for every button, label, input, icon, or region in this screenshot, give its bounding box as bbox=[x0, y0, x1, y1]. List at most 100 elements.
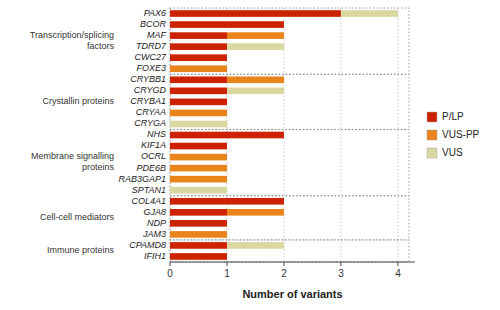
bar-segment bbox=[170, 209, 227, 216]
bar-segment bbox=[170, 143, 227, 150]
bar-segment bbox=[283, 132, 284, 139]
legend-swatch bbox=[427, 130, 437, 140]
category-label: CRYAA bbox=[136, 107, 166, 117]
bar-segment bbox=[170, 242, 227, 249]
x-tick-label: 2 bbox=[281, 268, 287, 279]
category-label: OCRL bbox=[141, 151, 166, 161]
bar-segment bbox=[226, 154, 227, 161]
group-box bbox=[170, 240, 409, 262]
bar-segment bbox=[226, 99, 227, 106]
category-label: PAX6 bbox=[144, 8, 166, 18]
x-tick-label: 4 bbox=[395, 268, 401, 279]
bar-segment bbox=[226, 110, 227, 117]
x-tick bbox=[283, 262, 284, 266]
legend-swatch bbox=[427, 112, 437, 122]
category-label: COL4A1 bbox=[131, 196, 166, 206]
bar-segment bbox=[170, 231, 227, 238]
bar-segment bbox=[341, 10, 398, 17]
x-axis-line bbox=[170, 262, 415, 263]
category-label: GJA8 bbox=[143, 207, 166, 217]
x-tick bbox=[397, 262, 398, 266]
bar-segment bbox=[226, 99, 227, 106]
bar-segment bbox=[227, 32, 284, 39]
bar-segment bbox=[226, 231, 227, 238]
category-label: BCOR bbox=[140, 19, 167, 29]
x-tick-label: 0 bbox=[167, 268, 173, 279]
legend-label: VUS-PP bbox=[442, 129, 480, 140]
bar-segment bbox=[170, 220, 227, 227]
category-label: KIF1A bbox=[141, 140, 166, 150]
legend-label: VUS bbox=[442, 147, 463, 158]
bars bbox=[170, 10, 398, 260]
category-label: CWC27 bbox=[134, 52, 166, 62]
category-label: CRYGD bbox=[134, 85, 167, 95]
category-label: CRYBA1 bbox=[130, 96, 166, 106]
category-label: CPAMD8 bbox=[129, 240, 166, 250]
bar-segment bbox=[283, 76, 284, 83]
bar-segment bbox=[226, 165, 227, 172]
group-label: Membrane signallingproteins bbox=[31, 151, 115, 172]
bar-segment bbox=[227, 242, 284, 249]
group-box bbox=[170, 74, 409, 129]
bar-segment bbox=[170, 76, 227, 83]
group-label: Cell-cell mediators bbox=[40, 212, 115, 222]
bar-segment bbox=[170, 10, 341, 17]
group-label: Crystallin proteins bbox=[42, 96, 114, 106]
bar-segment bbox=[226, 253, 227, 260]
category-label: CRYGA bbox=[134, 118, 166, 128]
legend-swatch bbox=[427, 148, 437, 158]
group-box bbox=[170, 8, 409, 74]
bar-segment bbox=[226, 65, 227, 72]
group-box bbox=[170, 129, 409, 195]
bar-segment bbox=[227, 209, 284, 216]
bar-segment bbox=[170, 121, 227, 128]
bar-segment bbox=[227, 88, 284, 95]
bar-segment bbox=[170, 110, 227, 117]
bar-segment bbox=[226, 54, 227, 61]
category-label: JAM3 bbox=[142, 229, 166, 239]
bar-segment bbox=[226, 253, 227, 260]
bar-segment bbox=[226, 220, 227, 227]
x-tick bbox=[340, 262, 341, 266]
bar-segment bbox=[170, 176, 227, 183]
bar-segment bbox=[227, 43, 284, 50]
bar-segment bbox=[226, 220, 227, 227]
grid-line bbox=[340, 8, 341, 262]
bar-segment bbox=[227, 76, 284, 83]
category-label: RAB3GAP1 bbox=[118, 174, 166, 184]
legend-label: P/LP bbox=[442, 111, 464, 122]
category-label: PDE6B bbox=[136, 163, 166, 173]
bar-segment bbox=[226, 143, 227, 150]
bar-segment bbox=[283, 198, 284, 205]
category-label: TDRD7 bbox=[136, 41, 167, 51]
bar-segment bbox=[170, 165, 227, 172]
bar-segment bbox=[170, 187, 227, 194]
bar-segment bbox=[283, 198, 284, 205]
category-label: CRYBB1 bbox=[130, 74, 166, 84]
bar-segment bbox=[226, 54, 227, 61]
bar-segment bbox=[283, 209, 284, 216]
bar-segment bbox=[170, 54, 227, 61]
bar-segment bbox=[170, 32, 227, 39]
bar-segment bbox=[170, 253, 227, 260]
chart: Transcription/splicingfactorsCrystallin … bbox=[0, 0, 500, 310]
x-axis-label: Number of variants bbox=[242, 288, 342, 300]
grid-line bbox=[397, 8, 398, 262]
x-tick bbox=[226, 262, 227, 266]
bar-segment bbox=[226, 143, 227, 150]
bar-segment bbox=[170, 154, 227, 161]
bar-segment bbox=[170, 21, 284, 28]
bar-segment bbox=[170, 198, 284, 205]
bar-segment bbox=[283, 21, 284, 28]
category-label: MAF bbox=[147, 30, 167, 40]
x-tick-label: 1 bbox=[224, 268, 230, 279]
category-label: SPTAN1 bbox=[132, 185, 166, 195]
group-box bbox=[170, 196, 409, 240]
bar-segment bbox=[170, 43, 227, 50]
category-label: NDP bbox=[147, 218, 166, 228]
bar-segment bbox=[170, 99, 227, 106]
category-label: FOXE3 bbox=[136, 63, 166, 73]
x-tick bbox=[170, 262, 171, 266]
legend: P/LP VUS-PP VUS bbox=[427, 111, 480, 158]
group-label: Immune proteins bbox=[47, 245, 115, 255]
